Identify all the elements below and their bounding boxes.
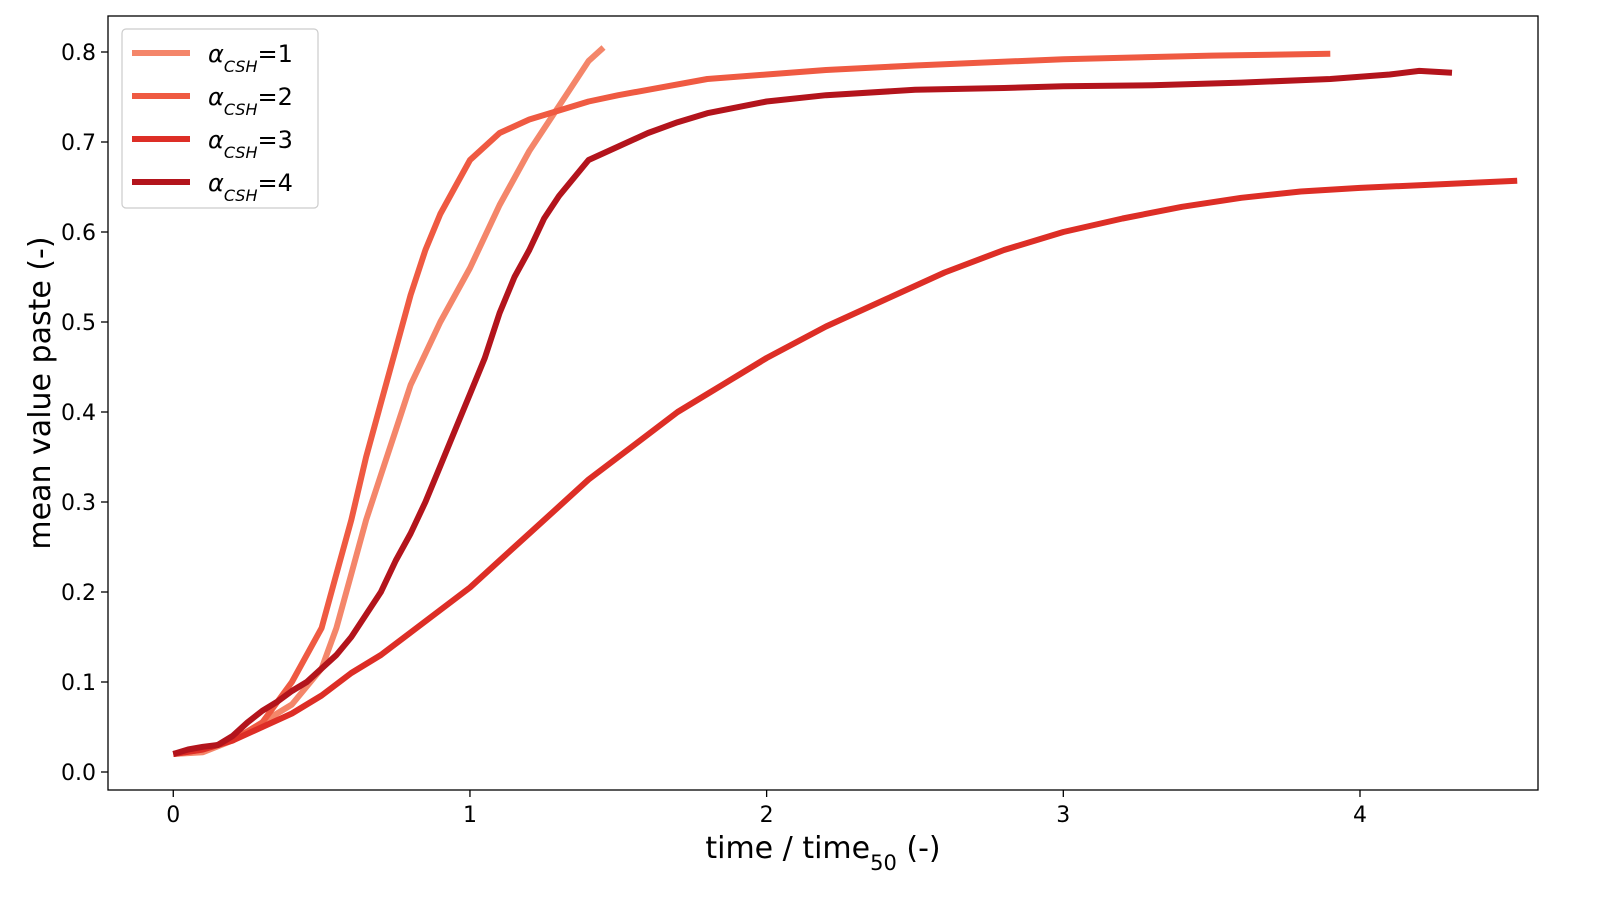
- x-tick-label-1: 1: [463, 803, 477, 828]
- series-line-4: [172, 67, 1453, 757]
- y-axis-title: mean value paste (-): [23, 236, 58, 549]
- legend-frame: [121, 28, 319, 209]
- y-tick-label-1: 0.1: [61, 671, 96, 696]
- y-axis: 0.0 0.1 0.2 0.3 0.4 0.5 0.6 0.7 0.8: [61, 41, 108, 786]
- legend-label-1: αCSH=1: [208, 40, 293, 76]
- x-axis: 0 1 2 3 4: [166, 790, 1367, 828]
- y-tick-label-2: 0.2: [61, 581, 96, 606]
- plot-area: [107, 15, 1539, 791]
- y-tick-label-5: 0.5: [61, 311, 96, 336]
- x-tick-label-3: 3: [1056, 803, 1070, 828]
- y-tick-label-7: 0.7: [61, 131, 96, 156]
- series-layer: [172, 45, 1518, 757]
- series-line-2: [172, 50, 1331, 757]
- series-line-3: [172, 177, 1518, 757]
- y-tick-label-8: 0.8: [61, 41, 96, 66]
- plot-frame: [107, 15, 1539, 791]
- x-tick-label-0: 0: [166, 803, 180, 828]
- y-tick-label-3: 0.3: [61, 491, 96, 516]
- y-tick-label-6: 0.6: [61, 221, 96, 246]
- x-tick-label-2: 2: [760, 803, 774, 828]
- legend-label-4: αCSH=4: [208, 169, 293, 205]
- legend: αCSH=1 αCSH=2 αCSH=3 αCSH=4: [121, 28, 319, 209]
- legend-label-3: αCSH=3: [208, 126, 293, 162]
- legend-label-2: αCSH=2: [208, 83, 293, 119]
- y-tick-label-0: 0.0: [61, 761, 96, 786]
- x-axis-title: time / time50 (-): [705, 831, 940, 875]
- y-tick-label-4: 0.4: [61, 401, 96, 426]
- x-tick-label-4: 4: [1353, 803, 1367, 828]
